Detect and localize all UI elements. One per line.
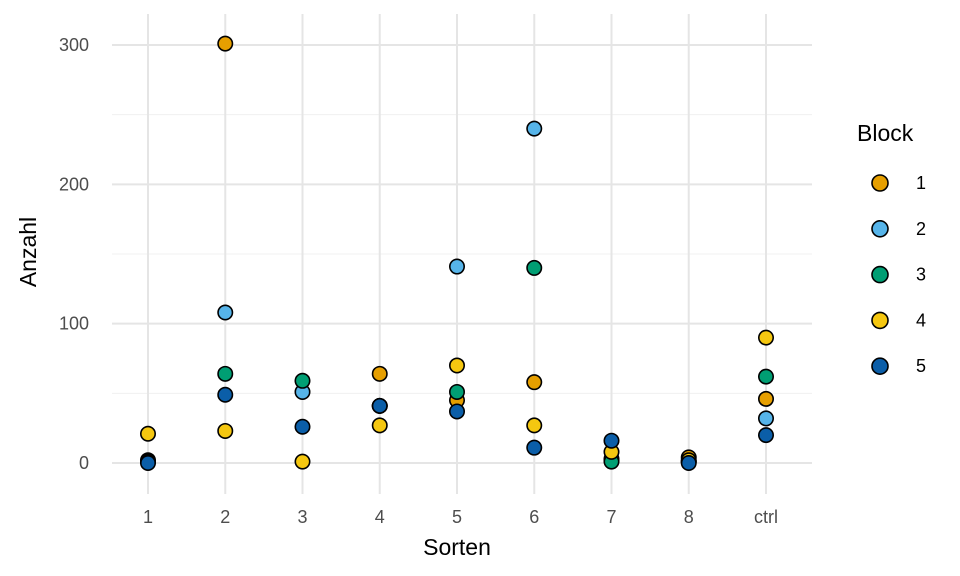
legend-label: 4 xyxy=(916,310,926,330)
point-block-5 xyxy=(371,397,388,414)
point-block-3 xyxy=(448,383,465,400)
point-block-2 xyxy=(757,410,774,427)
point-block-1 xyxy=(371,365,388,382)
point-block-5 xyxy=(217,386,234,403)
point-block-3 xyxy=(294,372,311,389)
legend-title: Block xyxy=(857,120,914,146)
point-block-3 xyxy=(757,368,774,385)
data-points xyxy=(140,35,774,471)
point-block-1 xyxy=(217,35,234,52)
x-tick-label: 7 xyxy=(606,507,616,527)
point-block-2 xyxy=(526,120,543,137)
y-axis-ticks: 0 100 200 300 xyxy=(59,35,89,473)
point-block-5 xyxy=(680,454,697,471)
legend-key-3 xyxy=(871,265,889,284)
point-block-5 xyxy=(526,439,543,456)
legend-label: 1 xyxy=(916,173,926,193)
legend-label: 3 xyxy=(916,265,926,285)
y-tick-label: 200 xyxy=(59,174,89,194)
point-block-2 xyxy=(217,304,234,321)
x-tick-label: 6 xyxy=(529,507,539,527)
x-tick-label: 1 xyxy=(143,507,153,527)
x-tick-label: ctrl xyxy=(754,507,778,527)
x-tick-label: 2 xyxy=(220,507,230,527)
y-tick-label: 300 xyxy=(59,35,89,55)
point-block-5 xyxy=(140,454,157,471)
point-block-4 xyxy=(526,417,543,434)
point-block-2 xyxy=(448,258,465,275)
legend-key-2 xyxy=(871,220,889,238)
point-block-4 xyxy=(217,422,234,439)
point-block-5 xyxy=(448,403,465,420)
x-tick-label: 5 xyxy=(452,507,462,527)
legend-label: 5 xyxy=(916,356,926,376)
point-block-4 xyxy=(140,425,157,442)
point-block-4 xyxy=(757,329,774,346)
legend: Block 1 2 3 4 5 xyxy=(857,120,926,376)
point-block-5 xyxy=(603,432,620,449)
x-tick-label: 8 xyxy=(684,507,694,527)
point-block-5 xyxy=(757,427,774,444)
point-block-4 xyxy=(294,453,311,470)
point-block-1 xyxy=(757,390,774,407)
x-tick-label: 3 xyxy=(297,507,307,527)
point-block-3 xyxy=(526,259,543,276)
y-tick-label: 0 xyxy=(79,453,89,473)
x-axis-ticks: 1 2 3 4 5 6 7 8 ctrl xyxy=(143,507,778,527)
point-block-5 xyxy=(294,418,311,435)
y-tick-label: 100 xyxy=(59,314,89,334)
y-axis-title: Anzahl xyxy=(15,217,41,287)
point-block-4 xyxy=(371,417,388,434)
x-axis-title: Sorten xyxy=(423,534,491,560)
grid xyxy=(112,14,812,494)
point-block-4 xyxy=(448,357,465,374)
point-block-3 xyxy=(217,365,234,382)
point-block-1 xyxy=(526,374,543,391)
legend-key-1 xyxy=(871,174,889,192)
x-tick-label: 4 xyxy=(375,507,385,527)
legend-key-4 xyxy=(871,311,889,330)
legend-label: 2 xyxy=(916,219,926,239)
legend-key-5 xyxy=(871,357,889,376)
